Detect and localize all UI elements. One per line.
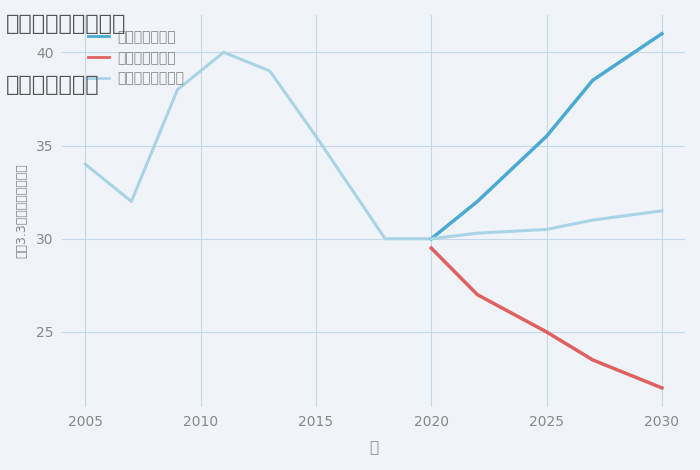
Y-axis label: 坪（3.3㎡）単価（万円）: 坪（3.3㎡）単価（万円） [15, 164, 28, 258]
Text: 愛知県湯谷温泉駅の: 愛知県湯谷温泉駅の [6, 14, 127, 34]
X-axis label: 年: 年 [369, 440, 378, 455]
Text: 土地の価格推移: 土地の価格推移 [6, 75, 100, 95]
Legend: グッドシナリオ, バッドシナリオ, ノーマルシナリオ: グッドシナリオ, バッドシナリオ, ノーマルシナリオ [88, 30, 184, 86]
